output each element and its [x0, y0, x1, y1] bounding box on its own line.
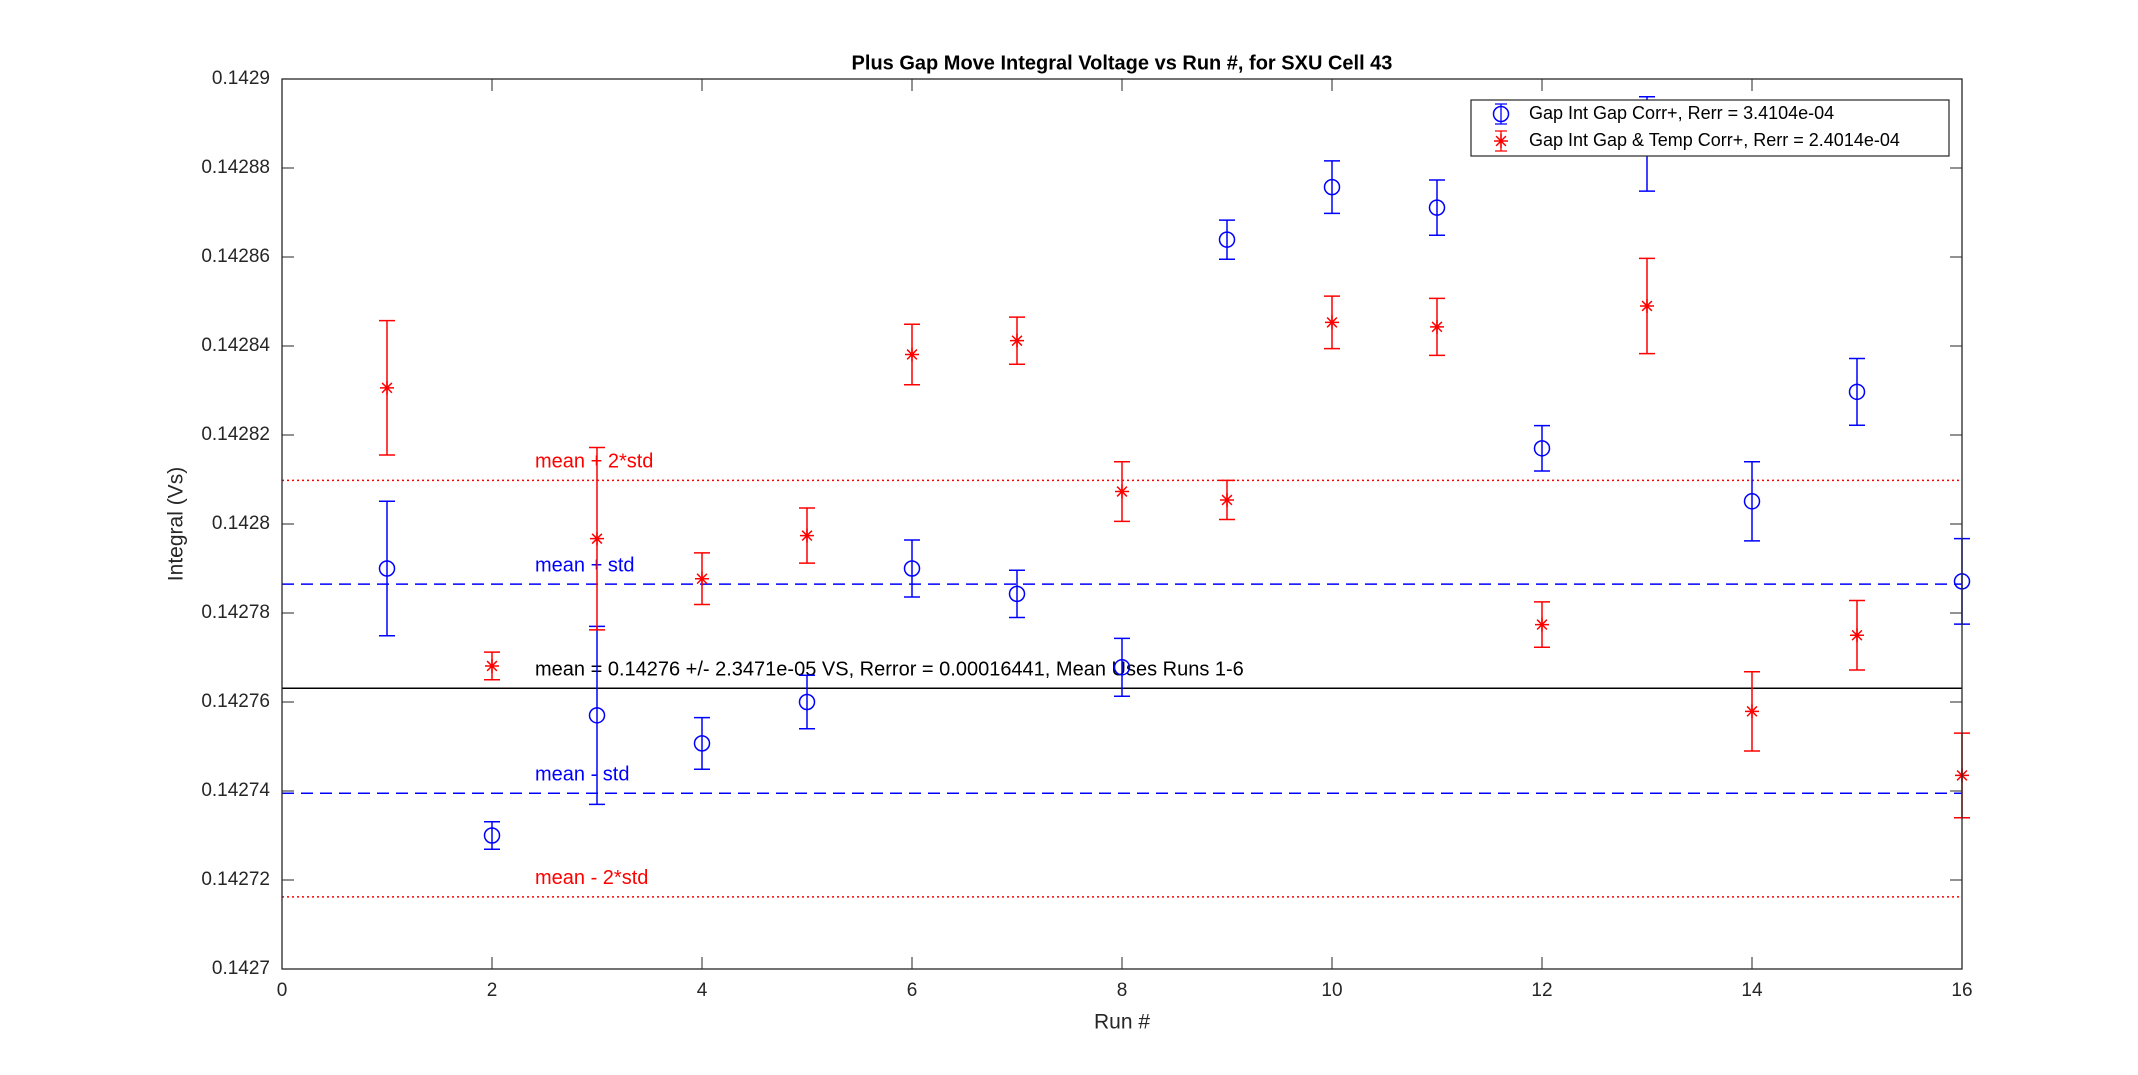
- point: [1535, 617, 1549, 632]
- point: [380, 380, 394, 395]
- point: [1848, 383, 1866, 401]
- error-bar: [1429, 179, 1445, 236]
- error-bar: [1114, 637, 1130, 697]
- reference-label: mean = 0.14276 +/- 2.3471e-05 VS, Rerror…: [535, 658, 1244, 680]
- error-bar: [1009, 569, 1025, 619]
- reference-label: mean + 2*std: [535, 451, 653, 473]
- x-tick-label: 14: [1741, 980, 1763, 1001]
- point: [1113, 659, 1131, 676]
- point: [483, 827, 501, 844]
- y-tick-label: 0.1429: [212, 68, 270, 89]
- point: [485, 658, 499, 673]
- y-tick-label: 0.14278: [201, 602, 270, 623]
- x-tick-label: 4: [697, 980, 708, 1001]
- point: [800, 528, 814, 543]
- legend: Gap Int Gap Corr+, Rerr = 3.4104e-04 Gap …: [1470, 99, 1950, 157]
- legend-marker: [1492, 105, 1510, 123]
- y-axis-label: Integral (Vs): [165, 467, 188, 581]
- axes-box: [281, 78, 1963, 970]
- point: [1743, 493, 1761, 510]
- point: [1115, 484, 1129, 499]
- point: [903, 560, 921, 577]
- point: [1218, 231, 1236, 248]
- x-axis-label: Run #: [1094, 1011, 1150, 1034]
- x-tick-label: 10: [1321, 980, 1342, 1001]
- point: [588, 707, 606, 724]
- point: [1850, 628, 1864, 643]
- plot-area: [282, 79, 1962, 969]
- point: [1745, 704, 1759, 719]
- error-bar: [904, 539, 920, 598]
- legend-label: Gap Int Gap Corr+, Rerr = 3.4104e-04: [1529, 103, 1834, 123]
- y-tick-label: 0.1428: [212, 513, 270, 534]
- y-tick-label: 0.14284: [201, 335, 270, 356]
- y-tick-label: 0.14276: [201, 691, 270, 712]
- point: [1428, 199, 1446, 216]
- x-tick-label: 12: [1531, 980, 1552, 1001]
- point: [1323, 178, 1341, 196]
- point: [1430, 319, 1444, 334]
- x-tick-label: 6: [907, 980, 918, 1001]
- point: [1325, 315, 1339, 330]
- point: [695, 571, 709, 586]
- legend-marker: [1494, 134, 1508, 148]
- legend-symbol: [1495, 103, 1507, 125]
- legend-box: [1470, 99, 1950, 157]
- reference-label: mean - 2*std: [535, 867, 648, 889]
- error-bar: [1534, 424, 1550, 472]
- error-bar: [379, 500, 395, 637]
- chart-title: Plus Gap Move Integral Voltage vs Run #,…: [852, 52, 1393, 74]
- point: [693, 735, 711, 752]
- x-tick-label: 16: [1951, 980, 1972, 1001]
- reference-label: mean - std: [535, 764, 629, 786]
- point: [590, 531, 604, 546]
- error-bar: [1219, 219, 1235, 260]
- point: [905, 347, 919, 362]
- y-tick-label: 0.14286: [201, 246, 270, 267]
- point: [378, 560, 396, 577]
- error-bar: [694, 716, 710, 770]
- y-tick-label: 0.14274: [201, 780, 270, 801]
- x-tick-label: 8: [1117, 980, 1128, 1001]
- y-tick-label: 0.14288: [201, 157, 270, 178]
- x-tick-label: 0: [277, 980, 288, 1001]
- error-bar: [484, 820, 500, 851]
- error-bar: [1849, 357, 1865, 426]
- x-tick-label: 2: [487, 980, 498, 1001]
- y-tick-label: 0.14282: [201, 424, 270, 445]
- point: [1010, 333, 1024, 348]
- error-bar: [799, 674, 815, 730]
- y-tick-label: 0.14272: [201, 869, 270, 890]
- legend-label: Gap Int Gap & Temp Corr+, Rerr = 2.4014e…: [1529, 130, 1900, 150]
- point: [798, 693, 816, 711]
- y-tick-label: 0.1427: [212, 958, 270, 979]
- error-bar: [1324, 160, 1340, 215]
- point: [1220, 492, 1234, 507]
- error-bar: [1744, 460, 1760, 542]
- reference-label: mean + std: [535, 554, 635, 576]
- point: [1008, 585, 1026, 603]
- point: [1640, 298, 1654, 313]
- point: [1533, 440, 1551, 457]
